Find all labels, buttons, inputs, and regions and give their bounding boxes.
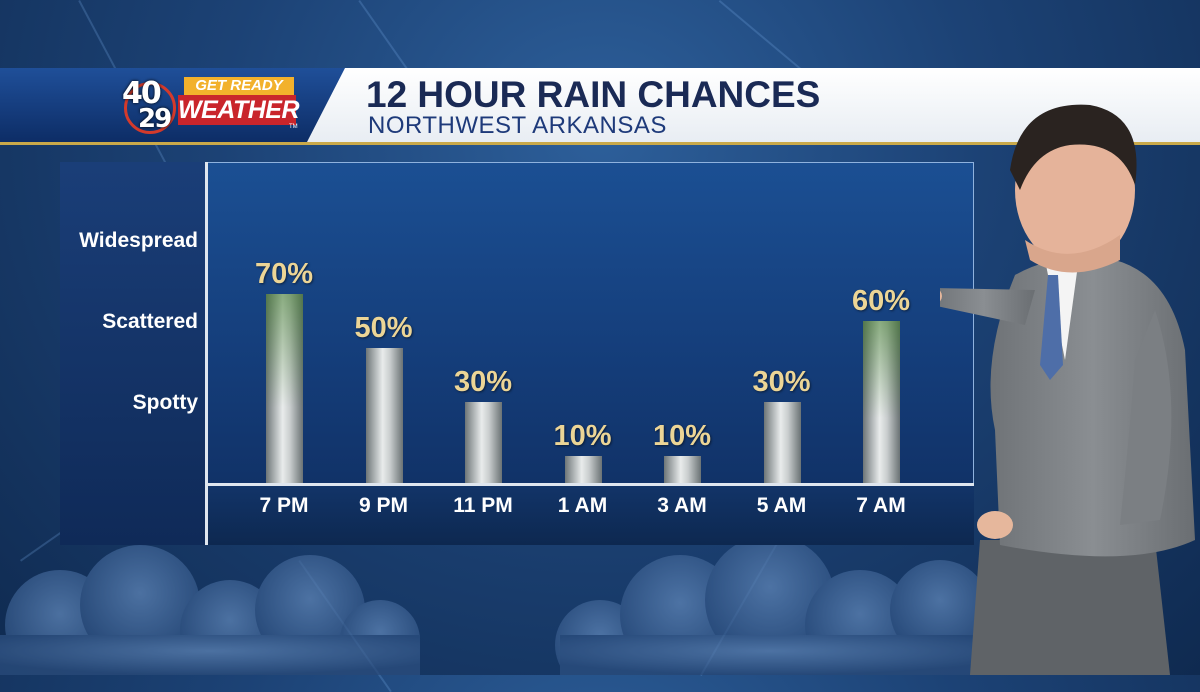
logo-word: WEATHER (178, 95, 300, 125)
cloud-backdrop (0, 535, 990, 675)
bar (564, 456, 602, 483)
x-tick-label: 3 AM (657, 494, 707, 517)
y-level-label: Spotty (132, 391, 198, 414)
logo-number-top: 40 (122, 76, 162, 111)
x-tick-label: 7 AM (856, 494, 906, 517)
chart-title: 12 HOUR RAIN CHANCES (366, 74, 821, 115)
y-level-label: Scattered (102, 310, 198, 333)
bar-value-label: 10% (652, 420, 712, 452)
x-axis-line (205, 483, 974, 486)
bar (465, 402, 502, 483)
bar-value-label: 10% (553, 420, 612, 452)
logo-ring (124, 82, 176, 134)
chart-panel (60, 162, 974, 545)
y-level-label: Widespread (79, 229, 198, 252)
bar (266, 294, 303, 483)
x-tick-label: 7 PM (259, 494, 309, 517)
bar-value-label: 70% (254, 258, 314, 290)
logo-number-bottom: 29 (138, 104, 172, 134)
x-tick-label: 9 PM (358, 494, 408, 517)
y-axis-line (205, 162, 208, 545)
bar-value-label: 60% (851, 285, 911, 317)
x-tick-label: 1 AM (557, 494, 608, 517)
logo-trademark: TM (289, 124, 298, 130)
bar (664, 456, 701, 483)
x-axis-band (208, 486, 974, 545)
chart-subtitle: NORTHWEST ARKANSAS (368, 112, 667, 139)
x-tick-label: 5 AM (756, 494, 807, 517)
presenter (940, 104, 1195, 675)
x-tick-label: 11 PM (453, 494, 513, 517)
y-label-column (60, 162, 205, 545)
bar-value-label: 50% (354, 312, 413, 344)
logo-tagline: GET READY (184, 77, 294, 95)
bar (365, 348, 403, 483)
bar (863, 321, 900, 483)
station-logo: 40 29 (120, 76, 184, 136)
bar-value-label: 30% (453, 366, 513, 398)
bar (763, 402, 801, 483)
bar-value-label: 30% (752, 366, 811, 398)
background-line (718, 0, 812, 79)
